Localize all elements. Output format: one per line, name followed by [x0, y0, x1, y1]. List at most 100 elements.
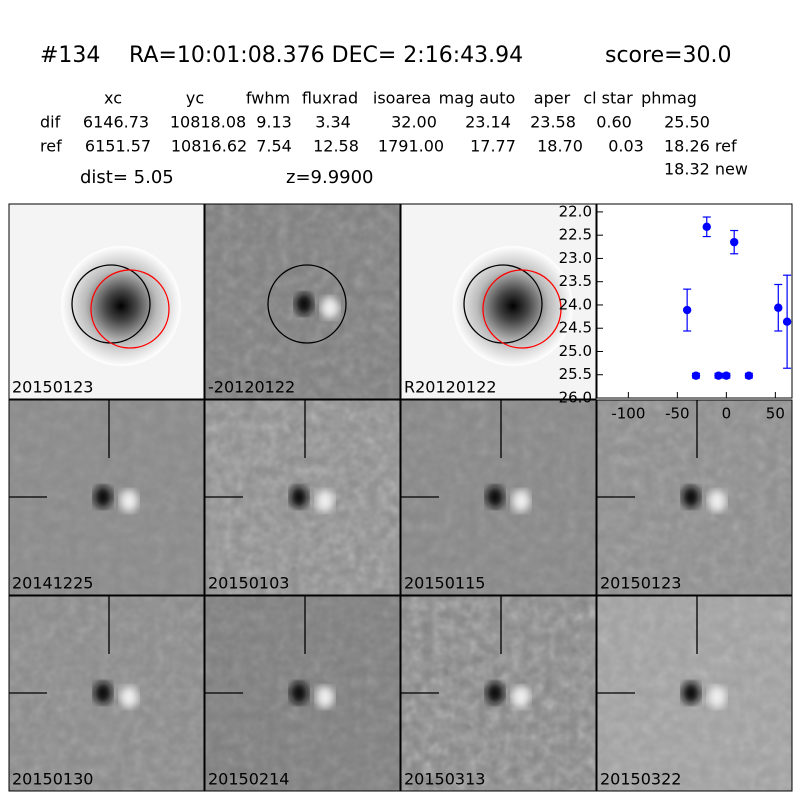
stamp-border	[400, 595, 597, 792]
stamp: -20120122	[204, 203, 401, 400]
stamp-border	[8, 595, 205, 792]
point	[702, 222, 711, 231]
stamp: 20150214	[204, 595, 401, 792]
stamp-border	[8, 399, 205, 596]
stamp-label: 20150123	[600, 574, 681, 593]
dipole-dark	[290, 486, 308, 508]
table-cell: 23.58	[530, 113, 576, 132]
dipole-light	[120, 490, 138, 512]
point	[722, 371, 731, 380]
y-tick-label: 25.5	[559, 365, 592, 383]
stamp-border	[8, 203, 205, 400]
column-header: fwhm	[246, 89, 290, 108]
source-blob	[453, 246, 573, 366]
stamp: 20150103	[204, 399, 401, 596]
y-tick-label: 23.5	[559, 272, 592, 290]
stamp-label: 20150115	[404, 574, 485, 593]
table-cell: 10818.08	[170, 113, 246, 132]
y-tick-label: 22.0	[559, 202, 592, 220]
table-cell: 6146.73	[83, 113, 149, 132]
point	[691, 371, 701, 380]
stamp-border	[400, 399, 597, 596]
row-label: dif	[40, 113, 61, 132]
table-cell: 0.03	[608, 137, 644, 156]
column-header: cl star	[583, 89, 633, 108]
stamp-label: -20120122	[208, 378, 295, 397]
row-label: ref	[40, 137, 62, 156]
dipole-light	[316, 490, 334, 512]
stamp: R20120122	[400, 203, 597, 400]
point	[744, 371, 754, 380]
dipole-dark	[295, 293, 313, 315]
stamp-label: 20150214	[208, 770, 289, 789]
stamp-border	[204, 595, 401, 792]
stamp-border	[400, 203, 597, 400]
aperture	[267, 264, 347, 344]
dipole-dark	[682, 486, 700, 508]
stamps: 20150123 -20120122 R20120122 20141225 201501…	[8, 203, 793, 792]
column-header: xc	[104, 89, 122, 108]
table-cell: 3.34	[315, 113, 351, 132]
y-tick-label: 24.5	[559, 319, 592, 337]
table-cell: 25.50	[664, 113, 710, 132]
stamp-label: 20150123	[12, 378, 93, 397]
stamp-label: 20150313	[404, 770, 485, 789]
stamp: 20150313	[400, 595, 597, 792]
column-header: phmag	[641, 89, 697, 108]
stamp: 20141225	[8, 399, 205, 596]
x-tick-label: -100	[611, 405, 645, 423]
dipole-dark	[682, 682, 700, 704]
stamp-border	[596, 595, 793, 792]
stamp: 20150322	[596, 595, 793, 792]
y-tick-label: 22.5	[559, 226, 592, 244]
column-header: yc	[186, 89, 204, 108]
stamp: 20150123	[596, 399, 793, 596]
stamp-label: 20150322	[600, 770, 681, 789]
dipole-light	[708, 686, 726, 708]
stamp-label: 20150103	[208, 574, 289, 593]
stamp-border	[596, 399, 793, 596]
table-cell: 18.70	[537, 137, 583, 156]
source-blob	[61, 246, 181, 366]
stamp-label: 20141225	[12, 574, 93, 593]
coordinates: RA=10:01:08.376 DEC= 2:16:43.94	[129, 43, 523, 68]
column-header: aper	[534, 89, 571, 108]
aperture-ref	[482, 269, 562, 349]
dipole-dark	[94, 486, 112, 508]
dipole-light	[512, 686, 530, 708]
table-cell: 17.77	[470, 137, 516, 156]
dist: dist= 5.05	[80, 167, 174, 188]
stamp-border	[204, 203, 401, 400]
stamp: 20150115	[400, 399, 597, 596]
table-cell: 1791.00	[378, 137, 444, 156]
table-cell: 18.26 ref	[664, 137, 737, 156]
y-tick-label: 24.0	[559, 295, 592, 313]
point	[729, 237, 739, 247]
table-cell: 0.60	[596, 113, 632, 132]
dipole-light	[316, 686, 334, 708]
point	[782, 317, 792, 326]
dipole-light	[321, 297, 339, 319]
chart: 22.0 22.5 23.0 23.5 24.0 24.5 25.0 25.5 26.0 -100…	[559, 202, 793, 423]
y-tick-label: 25.0	[559, 342, 592, 360]
stamp-label: 20150130	[12, 770, 93, 789]
table-cell: 23.14	[465, 113, 511, 132]
dipole-dark	[486, 486, 504, 508]
column-header: fluxrad	[302, 89, 358, 108]
plot-area	[596, 203, 793, 399]
point	[714, 371, 723, 380]
dipole-light	[708, 490, 726, 512]
table-cell: 10816.62	[171, 137, 247, 156]
object-id: #134	[40, 43, 100, 68]
dipole-light	[512, 490, 530, 512]
stamp-border	[204, 399, 401, 596]
x-tick-label: 50	[766, 405, 785, 423]
stamp: 20150130	[8, 595, 205, 792]
x-tick-label: -50	[665, 405, 690, 423]
stamp: 20150123	[8, 203, 205, 400]
table-cell: 6151.57	[85, 137, 151, 156]
phmag-new: 18.32 new	[664, 160, 748, 179]
dipole-dark	[290, 682, 308, 704]
